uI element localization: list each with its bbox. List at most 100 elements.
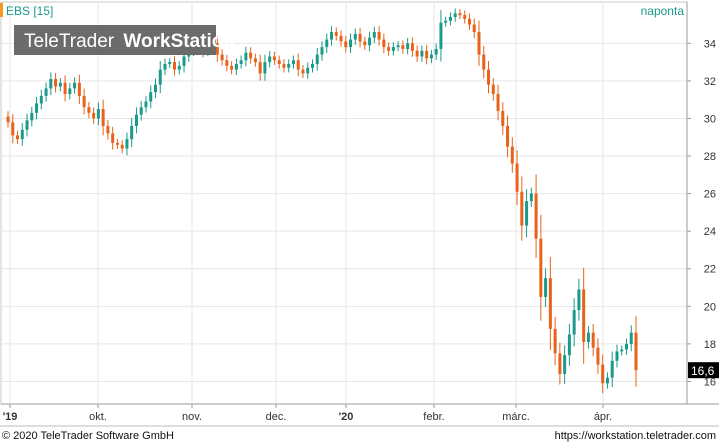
candle-body (315, 54, 319, 64)
x-tick-label: '20 (339, 411, 354, 423)
candle-body (296, 60, 300, 70)
candle-body (310, 63, 314, 68)
y-tick-label: 22 (704, 264, 716, 276)
candle-body (115, 142, 119, 145)
candle-body (134, 114, 138, 126)
candle-body (44, 88, 48, 96)
candle-body (77, 82, 81, 96)
footer-copyright: © 2020 TeleTrader Software GmbH (2, 430, 174, 442)
candle-body (11, 122, 15, 136)
candle-body (410, 43, 414, 51)
x-tick-label: okt. (89, 411, 107, 423)
period-label[interactable]: naponta (641, 4, 685, 18)
candle-body (377, 32, 381, 40)
candle-body (391, 47, 395, 51)
candle-body (182, 56, 186, 66)
candle-body (239, 60, 243, 64)
y-tick-label: 20 (704, 301, 716, 313)
candle-body (330, 32, 334, 40)
candle-body (301, 69, 305, 74)
candle-body (506, 125, 510, 147)
candle-body (49, 79, 53, 89)
y-tick-label: 30 (704, 113, 716, 125)
candle-body (582, 289, 586, 343)
candle-body (349, 39, 353, 48)
candle-body (111, 133, 115, 143)
candle-body (96, 109, 100, 119)
candle-body (287, 63, 291, 68)
candle-body (434, 48, 438, 55)
candle-body (82, 95, 86, 108)
candle-body (458, 13, 462, 16)
candle-body (444, 20, 448, 23)
candle-body (567, 334, 571, 356)
candle-body (467, 18, 471, 25)
candle-body (615, 351, 619, 361)
candle-body (482, 54, 486, 70)
grid (1, 2, 687, 404)
footer-url[interactable]: https://workstation.teletrader.com (555, 430, 716, 442)
candle-body (529, 193, 533, 202)
logo-text-light: TeleTrader (24, 31, 115, 52)
candle-body (420, 50, 424, 57)
candle-body (291, 60, 295, 64)
candle-body (453, 13, 457, 18)
candle-body (73, 82, 77, 89)
candle-body (215, 43, 219, 55)
x-tick-label: nov. (182, 411, 202, 423)
candle-body (144, 101, 148, 108)
candle-body (20, 129, 24, 140)
candle-body (168, 62, 172, 64)
candle-body (548, 278, 552, 329)
candle-body (425, 50, 429, 59)
candle-body (282, 63, 286, 68)
symbol-label[interactable]: EBS [15] (6, 4, 53, 18)
candle-body (253, 58, 257, 63)
candle-body (501, 110, 505, 126)
candle-body (629, 332, 633, 344)
candle-body (325, 39, 329, 48)
x-tick-label: ápr. (594, 411, 612, 423)
candle-body (39, 95, 43, 104)
symbol-marker (0, 3, 3, 17)
candle-body (106, 125, 110, 134)
candle-body (586, 332, 590, 343)
candle-body (515, 163, 519, 192)
candle-body (120, 144, 124, 149)
candle-body (35, 103, 39, 113)
candle-body (520, 191, 524, 226)
candle-body (601, 364, 605, 384)
candle-body (463, 15, 467, 19)
logo-text-bold: WorkStation (123, 31, 235, 52)
svg-text:TeleTrader WorkStation: TeleTrader WorkStation (24, 31, 235, 52)
candle-body (173, 62, 177, 70)
candle-body (268, 56, 272, 63)
y-axis-ticks: 16 18 20 22 24 26 28 30 32 34 (687, 38, 716, 388)
candle-body (439, 22, 443, 49)
candle-body (339, 35, 343, 42)
candle-body (496, 94, 500, 111)
y-tick-label: 24 (704, 226, 716, 238)
x-tick-label: '19 (3, 411, 18, 423)
candle-body (368, 37, 372, 46)
y-tick-label: 34 (704, 38, 716, 50)
candle-body (320, 47, 324, 55)
candle-body (16, 135, 20, 140)
candle-body (101, 109, 105, 126)
candle-body (406, 43, 410, 49)
candle-body (448, 17, 452, 21)
y-tick-label: 32 (704, 76, 716, 88)
candle-body (539, 238, 543, 297)
candle-body (605, 377, 609, 384)
candle-body (158, 69, 162, 85)
x-tick-label: márc. (502, 411, 530, 423)
candle-body (363, 41, 367, 46)
candle-body (372, 32, 376, 38)
candle-body (30, 112, 34, 121)
candle-body (563, 355, 567, 374)
candle-body (58, 82, 62, 87)
candle-body (572, 310, 576, 335)
candle-body (149, 92, 153, 102)
y-tick-label: 28 (704, 151, 716, 163)
